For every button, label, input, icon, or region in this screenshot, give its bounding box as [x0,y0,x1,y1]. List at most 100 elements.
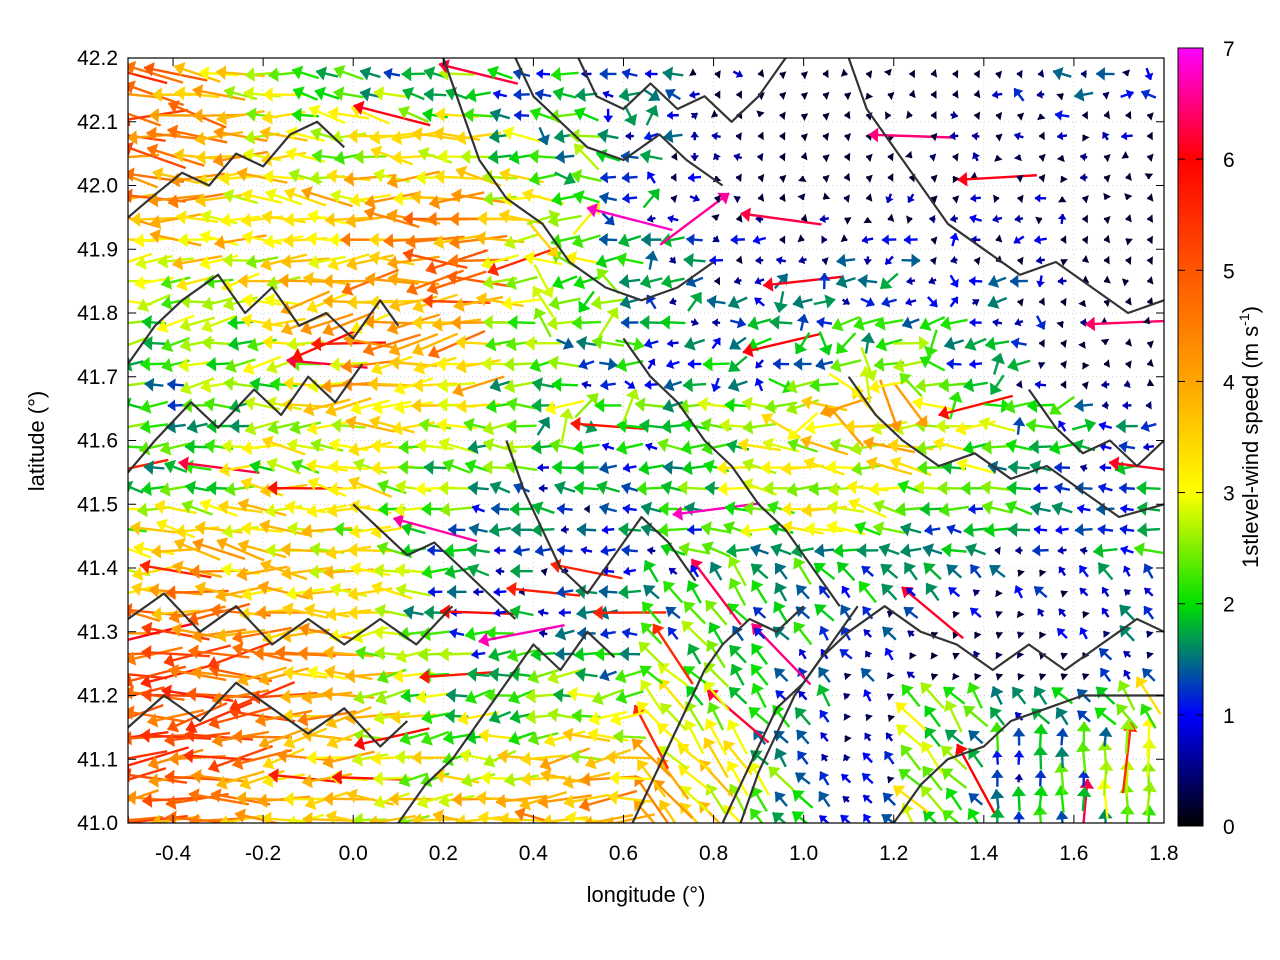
wind-vector-head [207,655,220,670]
wind-vector-head [723,740,736,753]
wind-vector-head [1033,483,1041,494]
wind-vector-head [112,588,122,601]
wind-vector [508,731,535,746]
wind-vector [261,209,306,225]
wind-vector-head [1079,173,1086,182]
wind-vector [574,107,599,122]
wind-vector-head [739,523,751,539]
wind-vector-head [392,668,404,684]
wind-vector-shaft [128,585,154,595]
wind-vector [216,109,265,126]
wind-vector [773,667,789,683]
wind-vector-head [657,438,669,453]
wind-vector [167,378,185,391]
wind-vector-head [192,108,203,124]
wind-vector-head [239,775,252,790]
wind-vector [1146,340,1154,349]
wind-vector-head [644,250,659,262]
wind-vector [283,212,327,228]
wind-vector-head [903,606,915,618]
wind-vector-head [639,665,653,678]
wind-vector-head [128,790,137,806]
wind-vector [728,644,747,664]
wind-vector-head [747,316,759,331]
wind-vector-head [930,132,938,142]
wind-vector-shaft [128,485,144,494]
wind-vector-head [666,338,674,348]
wind-vector-head [843,693,851,701]
wind-vector-shaft [419,671,495,679]
wind-vector-shaft [208,745,274,771]
wind-vector-head [860,332,876,344]
wind-vector-head [307,209,319,224]
wind-vector [1095,502,1115,516]
wind-vector-head [714,276,721,286]
wind-vector [728,686,748,705]
wind-vector-head [390,709,401,725]
wind-vector-head [389,355,400,371]
wind-vector [1122,401,1132,410]
wind-vector-head [646,214,654,223]
wind-vector-head [232,642,244,657]
wind-vector [900,522,922,537]
wind-vector-head [274,645,286,661]
wind-vector-head [464,626,476,642]
wind-vector-head [683,719,697,732]
wind-vector [862,794,873,804]
wind-vector-head [668,627,678,637]
wind-vector-head [520,771,531,787]
wind-vector-head [132,566,144,582]
wind-vector [1146,131,1153,141]
wind-vector [797,175,807,182]
wind-vector [618,584,642,600]
wind-vector-head [906,215,913,224]
wind-vector-head [172,560,184,575]
wind-vector [538,483,548,493]
wind-vector-head [513,544,523,557]
wind-vector-head [540,768,552,783]
wind-vector [1098,808,1113,823]
wind-vector-head [751,664,763,677]
wind-vector-head [308,564,320,580]
wind-vector-head [600,627,609,640]
wind-vector [128,279,151,283]
wind-vector-head [478,810,489,823]
wind-vector [922,765,943,792]
wind-vector-head [509,709,521,724]
wind-vector [779,152,786,162]
wind-vector [556,544,573,557]
wind-vector-shaft [141,650,210,658]
wind-vector [257,580,310,600]
wind-vector-head [172,255,184,271]
wind-vector-head [686,580,700,593]
wind-vector [922,809,938,823]
wind-vector [901,253,921,268]
wind-vector-head [240,521,252,536]
wind-vector [923,562,942,581]
wind-vector [670,173,677,182]
wind-vector-head [525,688,536,704]
wind-vector-head [544,732,556,748]
wind-vector-head [772,626,786,639]
wind-vector-head [579,772,591,787]
wind-vector-head [609,770,620,786]
wind-vector-head [578,797,591,812]
wind-vector-head [621,482,632,495]
wind-vector-head [793,557,806,570]
wind-vector [670,194,678,204]
wind-vector-head [510,522,521,538]
wind-vector [895,723,927,750]
wind-vector-head [974,673,982,681]
wind-vector [594,646,622,662]
wind-vector [554,626,575,641]
wind-vector-head [304,603,316,618]
wind-vector [1015,546,1023,555]
wind-vector [509,604,534,620]
wind-vector-head [751,580,764,593]
wind-vector-head [590,295,602,311]
wind-vector [1071,418,1096,433]
wind-vector [1060,652,1069,660]
wind-vector-head [508,731,521,746]
wind-vector [534,544,552,557]
wind-vector [1013,750,1025,765]
